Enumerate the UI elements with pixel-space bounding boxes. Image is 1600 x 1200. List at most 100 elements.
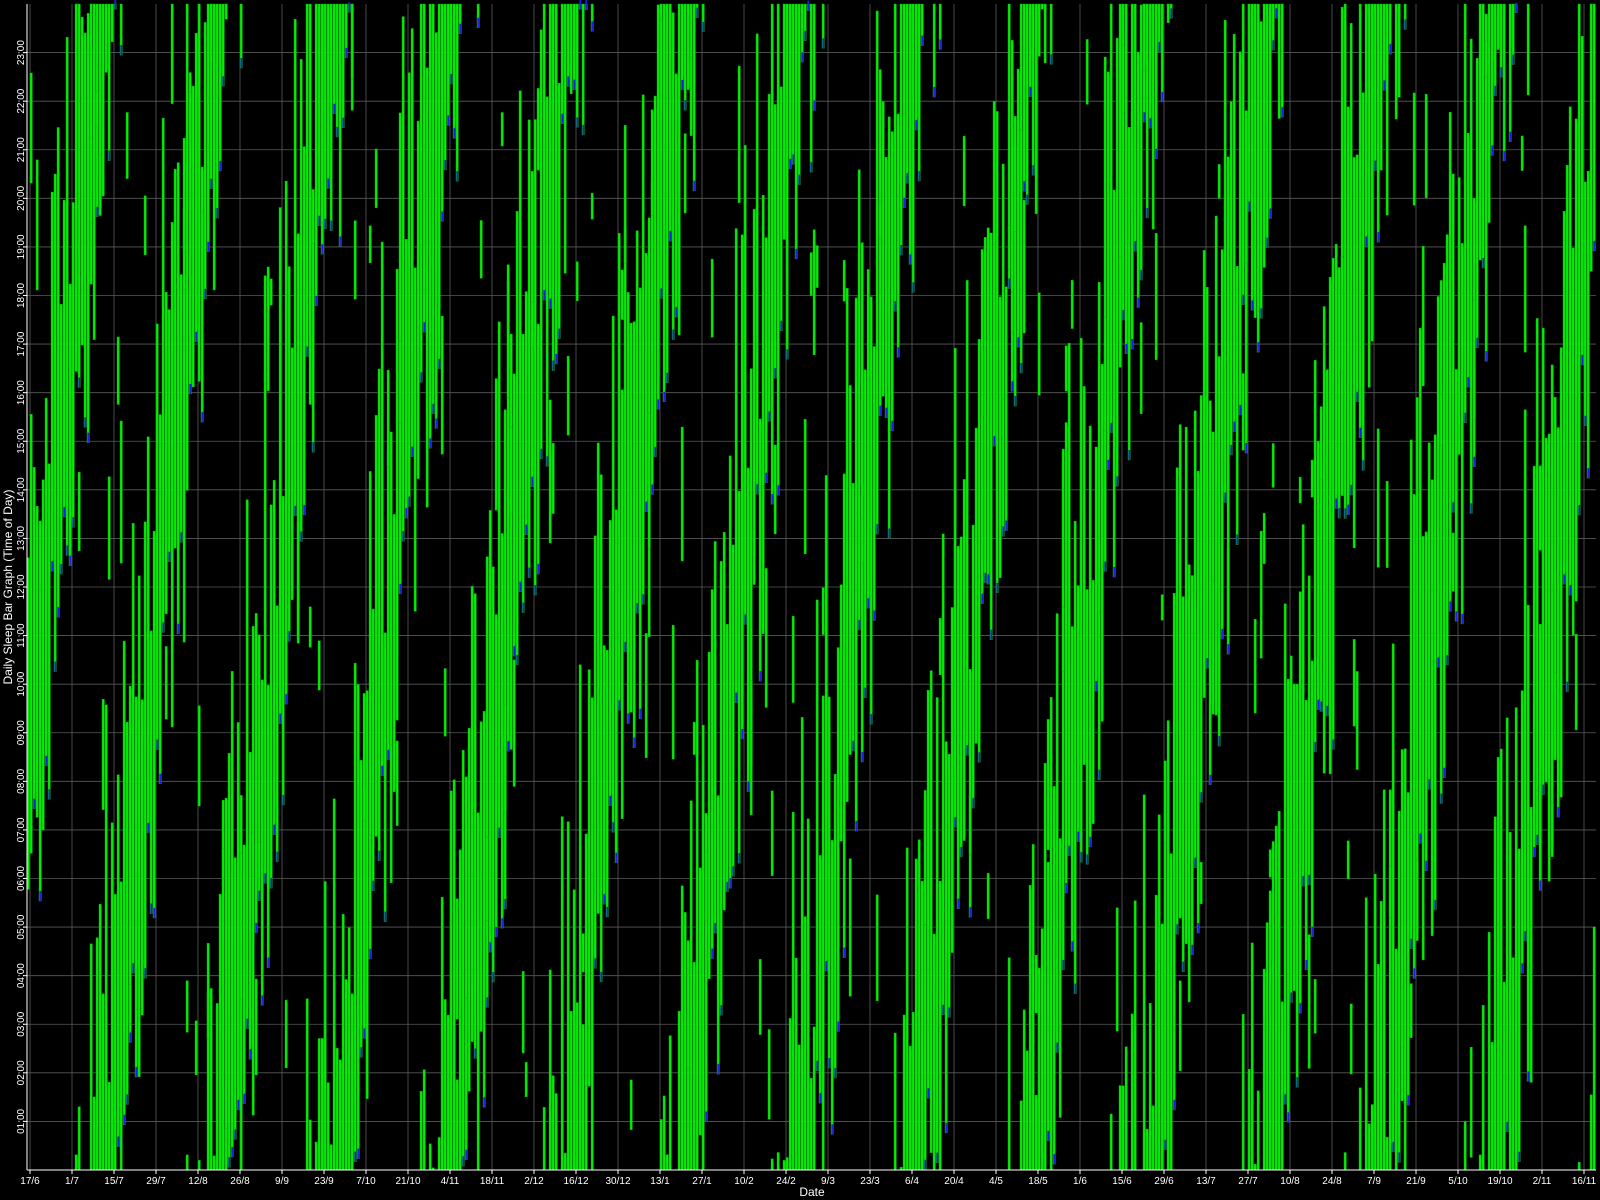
sleep-bar (1538, 623, 1542, 891)
sleep-onset-marker (222, 76, 225, 87)
sleep-bar (812, 229, 816, 356)
sleep-bar (446, 1014, 450, 1171)
sleep-bar (1010, 291, 1014, 333)
sleep-bar (689, 800, 693, 1171)
sleep-bar (347, 927, 351, 1171)
sleep-bar (1196, 470, 1200, 934)
sleep-bar (1226, 546, 1230, 638)
sleep-bar (221, 847, 225, 879)
sleep-bar (251, 626, 255, 1116)
sleep-bar (878, 202, 882, 238)
sleep-bar (356, 684, 360, 1159)
sleep-bar (782, 1160, 786, 1171)
sleep-bar (323, 881, 327, 1171)
sleep-onset-marker (1281, 107, 1284, 118)
sleep-bar (164, 646, 168, 720)
sleep-bar (1517, 848, 1521, 1162)
sleep-bar (1091, 580, 1095, 824)
sleep-bar (731, 544, 735, 877)
sleep-bar (1262, 3, 1266, 268)
sleep-onset-marker (1347, 504, 1350, 515)
sleep-onset-marker (642, 594, 645, 605)
sleep-onset-marker (1029, 86, 1032, 97)
sleep-onset-marker (435, 418, 438, 429)
sleep-bar (1589, 1094, 1593, 1171)
y-tick-label: 23:00 (16, 40, 27, 65)
sleep-bar (710, 258, 714, 338)
sleep-onset-marker (195, 331, 198, 342)
sleep-onset-marker (1365, 236, 1368, 247)
sleep-bar (110, 822, 114, 1171)
sleep-onset-marker (1176, 924, 1179, 935)
sleep-onset-marker (327, 178, 330, 189)
sleep-bar (875, 10, 879, 535)
sleep-bar (1085, 589, 1089, 865)
sleep-bar (1133, 3, 1137, 252)
sleep-onset-marker (216, 208, 219, 219)
sleep-bar (1373, 3, 1377, 171)
sleep-bar (830, 840, 834, 1135)
sleep-onset-marker (1005, 520, 1008, 531)
sleep-onset-marker (861, 751, 864, 762)
sleep-bar (1250, 3, 1254, 311)
sleep-onset-marker (153, 907, 156, 918)
sleep-bar (1241, 1014, 1245, 1171)
sleep-bar (290, 347, 294, 600)
sleep-bar (215, 3, 219, 219)
sleep-bar (1493, 816, 1497, 1171)
sleep-onset-marker (1131, 339, 1134, 350)
sleep-onset-marker (306, 346, 309, 357)
sleep-bar (224, 797, 228, 1171)
sleep-onset-marker (189, 383, 192, 394)
sleep-bar (110, 3, 114, 43)
sleep-bar (569, 3, 573, 95)
sleep-onset-marker (261, 995, 264, 1006)
sleep-onset-marker (984, 572, 987, 583)
sleep-bar (1061, 607, 1065, 672)
sleep-bar (1193, 410, 1197, 868)
sleep-bar (716, 795, 720, 1075)
sleep-bar (245, 499, 249, 1029)
sleep-bar (1349, 1003, 1353, 1075)
sleep-onset-marker (822, 38, 825, 49)
sleep-bar (1538, 465, 1542, 551)
sleep-bar (1382, 789, 1386, 1171)
sleep-bar (587, 1028, 591, 1087)
sleep-bar (1340, 256, 1344, 372)
sleep-bar (728, 455, 732, 889)
sleep-bar (1358, 1087, 1362, 1171)
x-tick-label: 29/7 (146, 1176, 166, 1187)
sleep-bar (1352, 639, 1356, 727)
sleep-bar (269, 278, 273, 306)
sleep-bar (1580, 36, 1584, 366)
sleep-bar (230, 671, 234, 1158)
sleep-bar (1550, 803, 1554, 849)
sleep-bar (713, 541, 717, 934)
sleep-onset-marker (729, 878, 732, 889)
sleep-bar (581, 3, 585, 136)
sleep-bar (1403, 748, 1407, 1171)
sleep-bar (497, 321, 501, 838)
sleep-bar (659, 1119, 663, 1171)
sleep-bar (524, 291, 528, 535)
sleep-bar (677, 3, 681, 336)
sleep-onset-marker (162, 622, 165, 633)
sleep-bar (1355, 154, 1359, 403)
sleep-onset-marker (1587, 468, 1590, 479)
sleep-bar (1046, 862, 1050, 1142)
sleep-onset-marker (1449, 601, 1452, 612)
sleep-bar (755, 33, 759, 495)
sleep-bar (428, 1143, 432, 1171)
sleep-onset-marker (669, 231, 672, 242)
sleep-onset-marker (819, 1093, 822, 1104)
y-tick-label: 09:00 (16, 720, 27, 745)
sleep-onset-marker (516, 654, 519, 665)
sleep-onset-marker (339, 236, 342, 247)
sleep-onset-marker (1326, 705, 1329, 716)
sleep-bar (725, 624, 729, 893)
sleep-onset-marker (576, 117, 579, 128)
x-tick-label: 13/1 (650, 1176, 670, 1187)
sleep-onset-marker (87, 432, 90, 443)
sleep-bar (1127, 127, 1131, 461)
sleep-onset-marker (1287, 1112, 1290, 1123)
